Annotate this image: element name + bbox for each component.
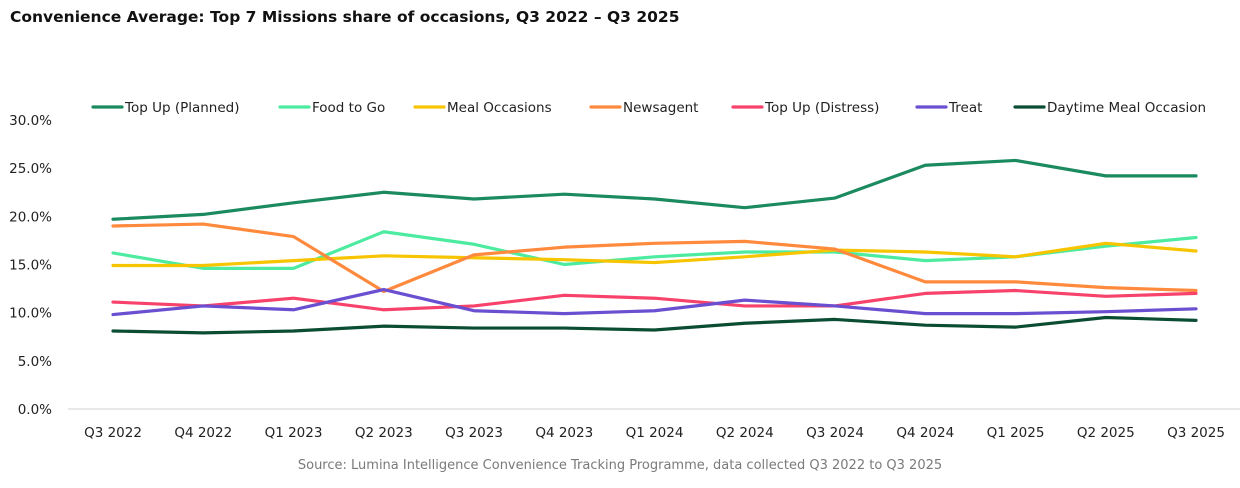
- y-tick-label: 15.0%: [9, 258, 52, 274]
- x-tick-label: Q4 2023: [535, 425, 593, 441]
- x-tick-label: Q3 2025: [1167, 425, 1225, 441]
- y-tick-label: 20.0%: [9, 209, 52, 225]
- x-tick-label: Q1 2023: [265, 425, 323, 441]
- y-tick-label: 10.0%: [9, 306, 52, 322]
- x-tick-label: Q4 2022: [174, 425, 232, 441]
- y-tick-label: 30.0%: [9, 113, 52, 129]
- x-tick-label: Q4 2024: [896, 425, 954, 441]
- x-tick-label: Q2 2024: [716, 425, 774, 441]
- x-tick-label: Q1 2025: [987, 425, 1045, 441]
- series-line-meal-occasions: [111, 241, 1198, 268]
- y-tick-label: 25.0%: [9, 161, 52, 177]
- legend-label: Newsagent: [623, 100, 698, 116]
- legend-label: Top Up (Distress): [764, 100, 879, 116]
- x-tick-label: Q3 2024: [806, 425, 864, 441]
- series-line-newsagent: [111, 222, 1198, 294]
- x-tick-label: Q1 2024: [626, 425, 684, 441]
- series-line-top-up-distress-: [111, 288, 1198, 312]
- legend-label: Daytime Meal Occasion: [1047, 100, 1206, 116]
- chart-title: Convenience Average: Top 7 Missions shar…: [10, 8, 680, 26]
- legend-label: Meal Occasions: [447, 100, 552, 116]
- x-tick-label: Q2 2025: [1077, 425, 1135, 441]
- legend-label: Food to Go: [312, 100, 385, 116]
- x-tick-label: Q2 2023: [355, 425, 413, 441]
- series-line-daytime-meal-occasion: [111, 315, 1198, 335]
- series-line-treat: [111, 287, 1198, 317]
- x-tick-label: Q3 2022: [84, 425, 142, 441]
- source-note: Source: Lumina Intelligence Convenience …: [297, 458, 943, 473]
- y-tick-label: 0.0%: [18, 402, 52, 418]
- series-line-top-up-planned-: [111, 158, 1198, 221]
- x-tick-label: Q3 2023: [445, 425, 503, 441]
- legend-label: Top Up (Planned): [124, 100, 240, 116]
- legend-label: Treat: [948, 100, 982, 116]
- y-tick-label: 5.0%: [18, 354, 52, 370]
